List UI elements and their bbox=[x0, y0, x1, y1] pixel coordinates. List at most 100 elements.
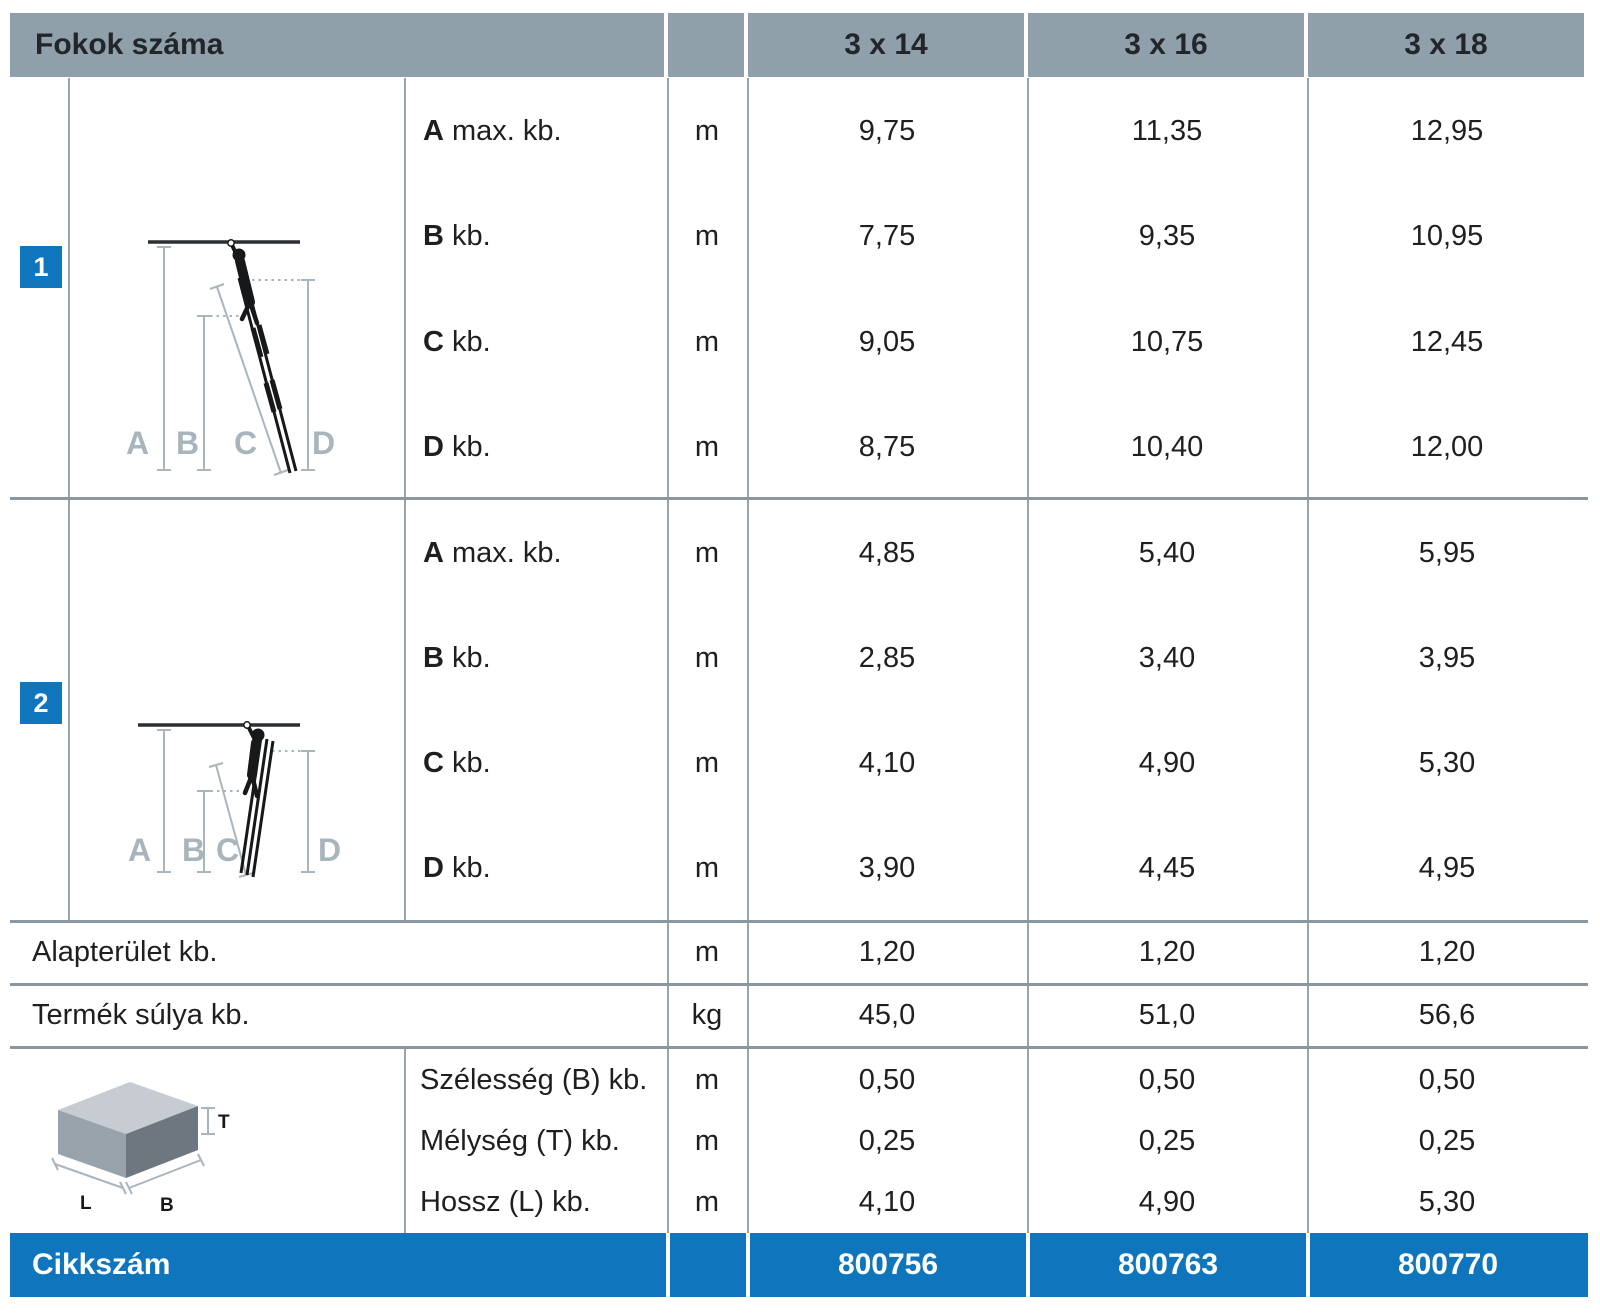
unit: m bbox=[694, 114, 720, 147]
value: 4,90 bbox=[1138, 746, 1196, 779]
article-number: 800763 bbox=[1117, 1248, 1219, 1281]
simple-row-label: Alapterület kb. bbox=[32, 935, 218, 968]
package-row-label: Szélesség (B) kb. bbox=[420, 1063, 648, 1096]
section-divider bbox=[10, 983, 1588, 986]
unit: m bbox=[694, 325, 720, 358]
value: 4,10 bbox=[858, 1185, 916, 1218]
article-number-bar bbox=[10, 1233, 1588, 1297]
value: 9,05 bbox=[858, 325, 916, 358]
unit: m bbox=[694, 430, 720, 463]
spec-row-label: B kb. bbox=[423, 219, 491, 252]
value: 0,25 bbox=[1138, 1124, 1196, 1157]
value: 10,75 bbox=[1130, 325, 1204, 358]
article-number-label: Cikkszám bbox=[32, 1248, 171, 1281]
package-row-label: Mélység (T) kb. bbox=[420, 1124, 620, 1157]
value: 45,0 bbox=[858, 998, 916, 1031]
value: 5,30 bbox=[1418, 746, 1476, 779]
section-2-badge: 2 bbox=[20, 682, 62, 724]
article-bar-separator bbox=[746, 1233, 750, 1297]
value: 9,35 bbox=[1138, 219, 1196, 252]
svg-text:B: B bbox=[160, 1195, 174, 1216]
value: 12,95 bbox=[1410, 114, 1484, 147]
ladder-collapsed-diagram: A B C D bbox=[128, 721, 341, 878]
svg-text:B: B bbox=[182, 832, 205, 868]
article-number: 800756 bbox=[837, 1248, 939, 1281]
unit: m bbox=[694, 219, 720, 252]
svg-text:A: A bbox=[126, 425, 149, 461]
value: 1,20 bbox=[1418, 935, 1476, 968]
value: 10,40 bbox=[1130, 430, 1204, 463]
svg-text:C: C bbox=[216, 832, 239, 868]
value: 4,85 bbox=[858, 536, 916, 569]
section-divider bbox=[10, 1046, 1588, 1049]
svg-text:T: T bbox=[218, 1112, 230, 1133]
spec-row-label: A max. kb. bbox=[423, 114, 562, 147]
spec-row-label: B kb. bbox=[423, 641, 491, 674]
value: 7,75 bbox=[858, 219, 916, 252]
article-bar-separator bbox=[1306, 1233, 1310, 1297]
package-box-diagram: L B T bbox=[51, 1082, 230, 1216]
value: 8,75 bbox=[858, 430, 916, 463]
value: 0,50 bbox=[1138, 1063, 1196, 1096]
person-figure bbox=[227, 239, 260, 326]
value: 2,85 bbox=[858, 641, 916, 674]
value: 56,6 bbox=[1418, 998, 1476, 1031]
value: 11,35 bbox=[1131, 114, 1203, 147]
header-rungs-text: Fokok száma bbox=[35, 28, 224, 61]
spec-row-label: C kb. bbox=[423, 325, 491, 358]
svg-text:D: D bbox=[318, 832, 341, 868]
value: 12,00 bbox=[1410, 430, 1484, 463]
section-divider bbox=[10, 920, 1588, 923]
article-bar-separator bbox=[666, 1233, 670, 1297]
value: 12,45 bbox=[1410, 325, 1484, 358]
value: 5,95 bbox=[1418, 536, 1476, 569]
value: 4,45 bbox=[1138, 851, 1196, 884]
unit: m bbox=[694, 1185, 720, 1218]
unit: m bbox=[694, 746, 720, 779]
svg-text:C: C bbox=[234, 425, 257, 461]
value: 3,90 bbox=[858, 851, 916, 884]
spec-row-label: A max. kb. bbox=[423, 536, 562, 569]
header-model-2: 3 x 16 bbox=[1028, 13, 1304, 77]
section-1-badge: 1 bbox=[20, 246, 62, 288]
spec-row-label: D kb. bbox=[423, 851, 491, 884]
value: 1,20 bbox=[858, 935, 916, 968]
value: 51,0 bbox=[1138, 998, 1196, 1031]
value: 5,30 bbox=[1418, 1185, 1476, 1218]
grid-line bbox=[1307, 78, 1309, 1233]
header-rungs-label: Fokok száma bbox=[10, 13, 664, 77]
grid-line bbox=[747, 78, 749, 1233]
svg-text:B: B bbox=[176, 425, 199, 461]
value: 4,10 bbox=[858, 746, 916, 779]
unit: m bbox=[694, 1063, 720, 1096]
value: 0,50 bbox=[858, 1063, 916, 1096]
dimension-letters: A B C D bbox=[126, 425, 335, 461]
value: 4,90 bbox=[1138, 1185, 1196, 1218]
unit: m bbox=[694, 851, 720, 884]
simple-row-label: Termék súlya kb. bbox=[32, 998, 250, 1031]
spec-row-label: D kb. bbox=[423, 430, 491, 463]
unit: m bbox=[694, 536, 720, 569]
article-bar-separator bbox=[1026, 1233, 1030, 1297]
value: 0,25 bbox=[1418, 1124, 1476, 1157]
svg-text:D: D bbox=[312, 425, 335, 461]
value: 4,95 bbox=[1418, 851, 1476, 884]
value: 5,40 bbox=[1138, 536, 1196, 569]
dimension-letters: A B C D bbox=[128, 832, 341, 868]
spec-row-label: C kb. bbox=[423, 746, 491, 779]
value: 0,25 bbox=[858, 1124, 916, 1157]
unit: m bbox=[694, 935, 720, 968]
unit: m bbox=[694, 1124, 720, 1157]
svg-text:A: A bbox=[128, 832, 151, 868]
section-divider bbox=[10, 497, 1588, 500]
value: 9,75 bbox=[858, 114, 916, 147]
value: 3,40 bbox=[1138, 641, 1196, 674]
value: 1,20 bbox=[1138, 935, 1196, 968]
grid-line bbox=[1027, 78, 1029, 1233]
article-number: 800770 bbox=[1397, 1248, 1499, 1281]
person-figure bbox=[242, 721, 265, 799]
header-model-1: 3 x 14 bbox=[748, 13, 1024, 77]
package-row-label: Hossz (L) kb. bbox=[420, 1185, 591, 1218]
grid-line bbox=[667, 78, 669, 1233]
value: 3,95 bbox=[1418, 641, 1476, 674]
